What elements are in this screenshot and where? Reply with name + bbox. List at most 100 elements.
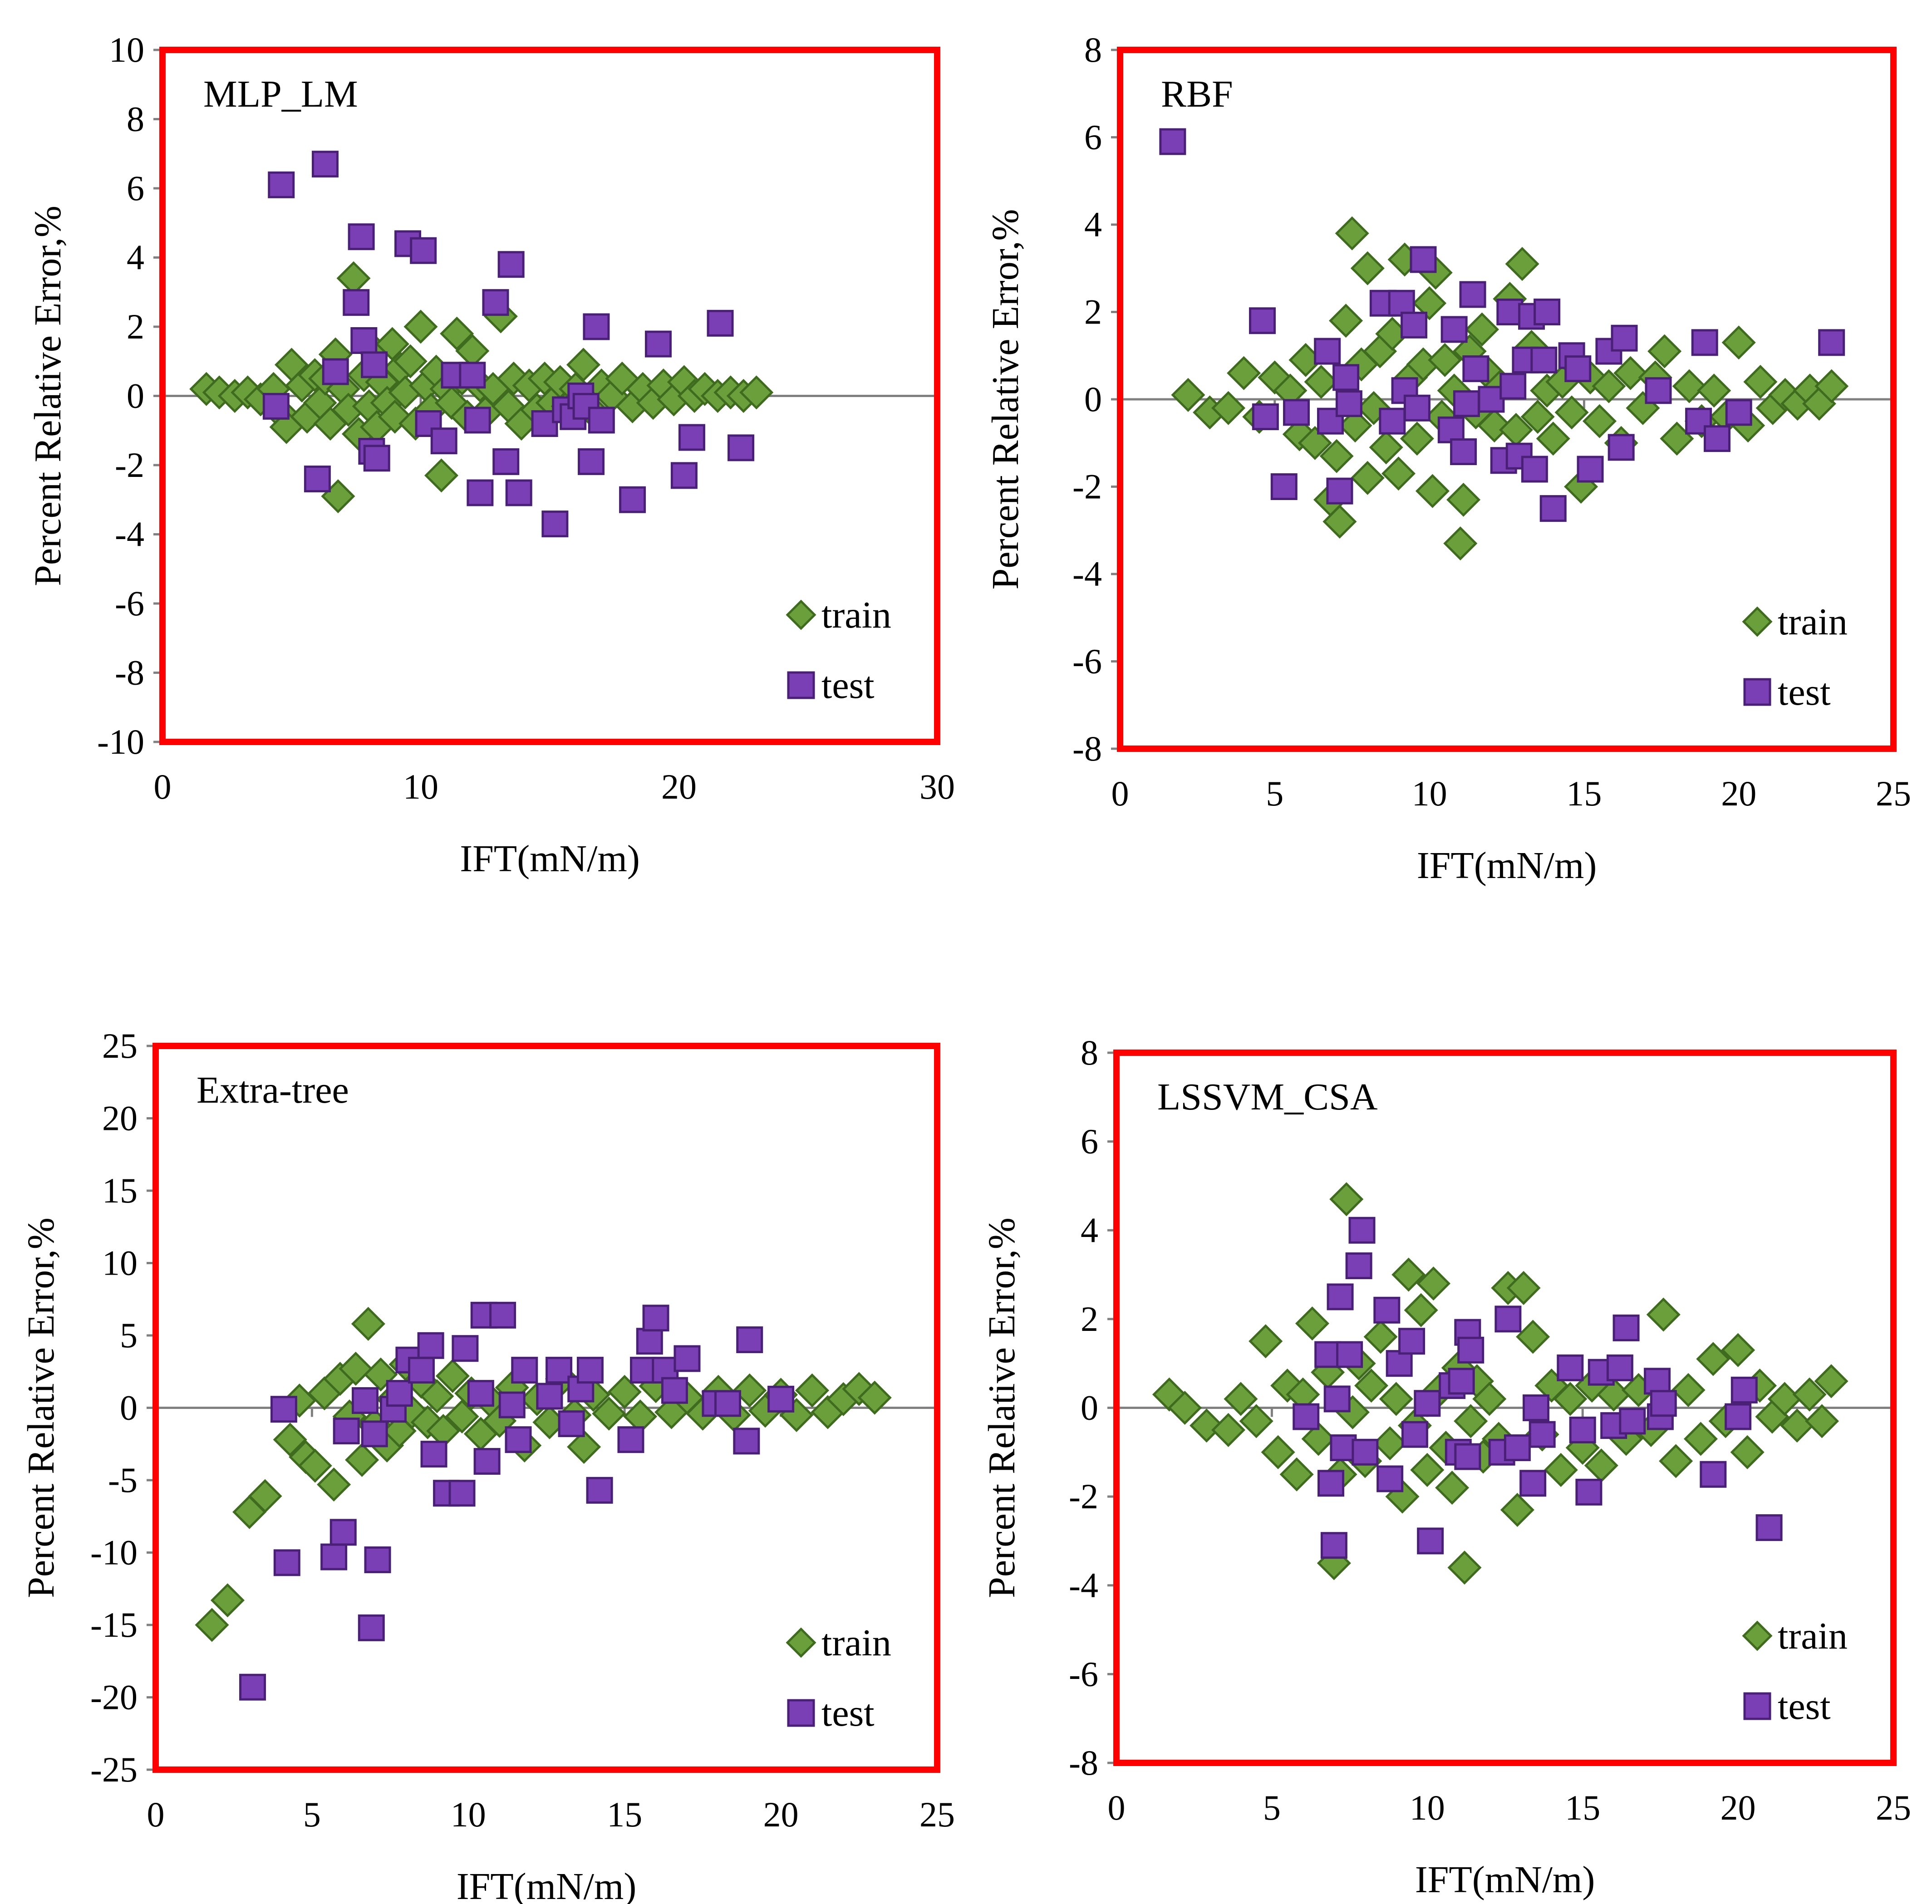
test-point: [617, 1426, 644, 1453]
train-point: [1373, 1426, 1407, 1461]
legend-train-marker: [1742, 1620, 1773, 1651]
x-tick-label: 20: [1721, 774, 1756, 813]
test-point: [1478, 386, 1505, 413]
test-point: [273, 1549, 300, 1576]
test-point: [262, 393, 290, 420]
test-point: [1352, 1438, 1379, 1466]
test-point: [1403, 394, 1431, 422]
test-point: [467, 1380, 494, 1407]
train-point: [592, 1396, 626, 1431]
train-point: [351, 1306, 385, 1341]
test-point: [1700, 1461, 1727, 1488]
y-tick-label: 2: [1081, 1299, 1098, 1339]
train-point: [1721, 325, 1756, 360]
train-point: [1544, 1453, 1578, 1487]
train-point: [248, 1479, 282, 1513]
train-point: [1416, 1266, 1451, 1301]
train-point: [435, 1359, 470, 1393]
test-point: [1457, 1336, 1485, 1364]
legend-train-marker: [1742, 606, 1773, 637]
train-point: [1350, 251, 1385, 285]
train-point: [1647, 334, 1682, 368]
train-point: [1211, 1413, 1246, 1447]
test-point: [1437, 416, 1465, 443]
train-point: [1227, 356, 1261, 390]
train-point: [1400, 422, 1434, 456]
x-tick-label: 0: [147, 1795, 165, 1834]
train-point: [1814, 369, 1849, 403]
test-point: [361, 351, 388, 378]
test-point: [1569, 1416, 1596, 1443]
y-tick-label: 5: [120, 1315, 138, 1355]
test-point: [505, 1426, 532, 1453]
train-point: [1516, 1320, 1550, 1354]
y-tick-label: -10: [97, 722, 144, 761]
test-point: [1314, 338, 1341, 365]
test-point: [576, 1357, 604, 1384]
y-tick-label: -8: [1069, 1743, 1098, 1782]
test-point: [1575, 1478, 1603, 1506]
train-point: [607, 1374, 642, 1409]
test-point: [1440, 316, 1468, 343]
x-tick-label: 20: [661, 767, 697, 806]
x-tick-label: 20: [763, 1795, 799, 1834]
train-point: [345, 1443, 379, 1477]
train-point: [195, 1608, 229, 1642]
test-point: [1459, 281, 1486, 308]
train-point: [420, 1379, 454, 1413]
panel-title: MLP_LM: [203, 73, 358, 115]
train-point: [1301, 1422, 1336, 1456]
train-point: [1404, 1293, 1438, 1327]
test-point: [1529, 1421, 1556, 1448]
test-point: [420, 1441, 447, 1468]
test-point: [767, 1385, 795, 1413]
test-point: [1645, 377, 1672, 404]
y-axis-title: Percent Relative Error,%: [20, 1217, 62, 1598]
train-point: [1672, 369, 1706, 403]
y-tick-label: -6: [1069, 1654, 1098, 1693]
train-point: [1613, 356, 1648, 390]
train-point: [1553, 1382, 1588, 1416]
train-point: [1443, 526, 1478, 561]
test-point: [1283, 399, 1310, 426]
legend-train-label: train: [1778, 601, 1848, 643]
train-point: [273, 1423, 307, 1457]
train-point: [1536, 422, 1570, 456]
test-point: [1644, 1368, 1671, 1395]
train-point: [1369, 430, 1403, 465]
y-tick-label: 15: [102, 1171, 138, 1210]
x-tick-label: 25: [1876, 774, 1911, 813]
test-point: [497, 251, 525, 278]
test-point: [1398, 1328, 1426, 1355]
y-tick-label: 25: [102, 1026, 138, 1065]
test-point: [1345, 1252, 1372, 1279]
test-point: [1530, 346, 1558, 373]
x-tick-label: 10: [403, 767, 438, 806]
y-tick-label: 4: [1084, 205, 1102, 244]
panel-rbf: -8 -6 -4 -2 0 2 4 6 8 0 5 10 15 20 25 RBF IFT(mN/m) Perce…: [984, 30, 1911, 887]
y-tick-label: 10: [109, 30, 144, 69]
test-point: [1379, 407, 1406, 435]
train-point: [795, 1373, 830, 1408]
x-tick-label: 20: [1721, 1788, 1756, 1827]
y-tick-label: -2: [1069, 1477, 1098, 1516]
test-point: [270, 1396, 297, 1423]
test-point: [736, 1326, 763, 1354]
train-point: [1295, 1306, 1329, 1341]
test-point: [678, 424, 705, 451]
train-point: [393, 344, 428, 378]
train-point: [1477, 408, 1512, 443]
y-tick-label: 2: [127, 307, 144, 346]
test-point: [1293, 1403, 1320, 1430]
plot-frame: [159, 47, 940, 745]
test-point: [619, 486, 646, 513]
x-axis-title: IFT(mN/m): [1417, 844, 1597, 887]
test-point: [1522, 1394, 1549, 1421]
train-point: [1814, 1364, 1848, 1399]
y-tick-label: 4: [127, 238, 144, 277]
x-tick-label: 0: [1108, 1788, 1126, 1827]
train-point: [210, 1583, 245, 1618]
train-point: [440, 316, 474, 351]
test-point: [578, 448, 605, 475]
test-point: [459, 362, 486, 389]
